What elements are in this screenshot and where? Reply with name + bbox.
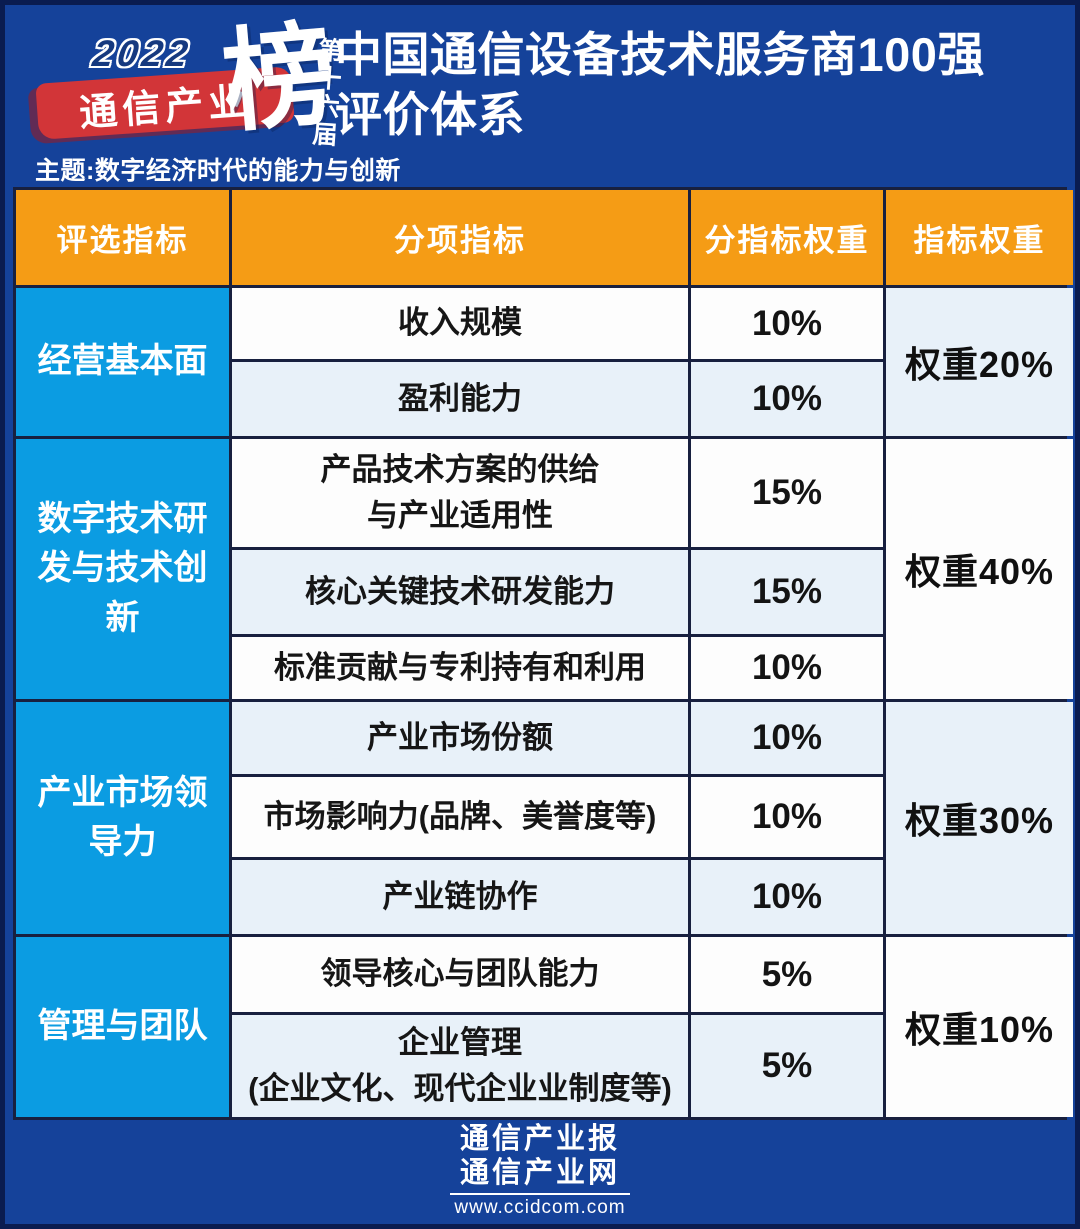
evaluation-table: 评选指标 分项指标 分指标权重 指标权重 经营基本面 收入规模 10% 权重20… [13, 187, 1073, 1120]
sub-indicator-cell: 产业链协作 [232, 860, 688, 934]
sub-weight-cell: 15% [691, 550, 883, 634]
sub-weight-cell: 10% [691, 288, 883, 359]
category-cell: 管理与团队 [16, 937, 229, 1117]
sub-weight-cell: 10% [691, 362, 883, 436]
sub-weight-cell: 5% [691, 1015, 883, 1117]
group-weight-cell: 权重40% [886, 439, 1073, 699]
sub-indicator-cell: 盈利能力 [232, 362, 688, 436]
sub-indicator-cell: 市场影响力(品牌、美誉度等) [232, 777, 688, 857]
footer-publication-name: 通信产业报 [459, 1122, 620, 1155]
page-title-line1: 中国通信设备技术服务商100强 [335, 28, 985, 81]
brand-logo: 2022 通信产业 榜 第十六届 主题:数字经济时代的能力与创新 [35, 13, 400, 185]
logo-slogan: 主题:数字经济时代的能力与创新 [35, 157, 401, 185]
group-weight-cell: 权重10% [886, 937, 1073, 1117]
sub-weight-cell: 10% [691, 637, 883, 699]
sub-weight-cell: 10% [691, 777, 883, 857]
header: 2022 通信产业 榜 第十六届 主题:数字经济时代的能力与创新 中国通信设备技… [5, 5, 1075, 187]
sub-indicator-cell: 收入规模 [232, 288, 688, 359]
header-evaluation-indicator: 评选指标 [16, 190, 229, 285]
sub-weight-cell: 10% [691, 702, 883, 774]
sub-indicator-cell: 产业市场份额 [232, 702, 688, 774]
sub-indicator-cell: 领导核心与团队能力 [232, 937, 688, 1012]
sub-weight-cell: 15% [691, 439, 883, 547]
header-sub-indicator: 分项指标 [232, 190, 688, 285]
sub-weight-cell: 5% [691, 937, 883, 1012]
sub-weight-cell: 10% [691, 860, 883, 934]
category-cell: 数字技术研发与技术创新 [16, 439, 229, 699]
sub-indicator-cell: 标准贡献与专利持有和利用 [232, 637, 688, 699]
group-weight-cell: 权重30% [886, 702, 1073, 934]
category-cell: 经营基本面 [16, 288, 229, 436]
sub-indicator-cell: 企业管理 (企业文化、现代企业业制度等) [232, 1015, 688, 1117]
header-indicator-weight: 指标权重 [886, 190, 1073, 285]
header-sub-weight: 分指标权重 [691, 190, 883, 285]
category-cell: 产业市场领导力 [16, 702, 229, 934]
footer-url: www.ccidcom.com [450, 1193, 630, 1219]
group-weight-cell: 权重20% [886, 288, 1073, 436]
page-title-line2: 评价体系 [335, 87, 525, 141]
sub-indicator-cell: 核心关键技术研发能力 [232, 550, 688, 634]
footer: 通信产业报 通信产业网 www.ccidcom.com [5, 1120, 1075, 1221]
page-title: 中国通信设备技术服务商100强 评价体系 [335, 25, 1075, 144]
sub-indicator-cell: 产品技术方案的供给 与产业适用性 [232, 439, 688, 547]
footer-website-name: 通信产业网 [459, 1157, 620, 1189]
logo-year: 2022 [90, 33, 195, 74]
